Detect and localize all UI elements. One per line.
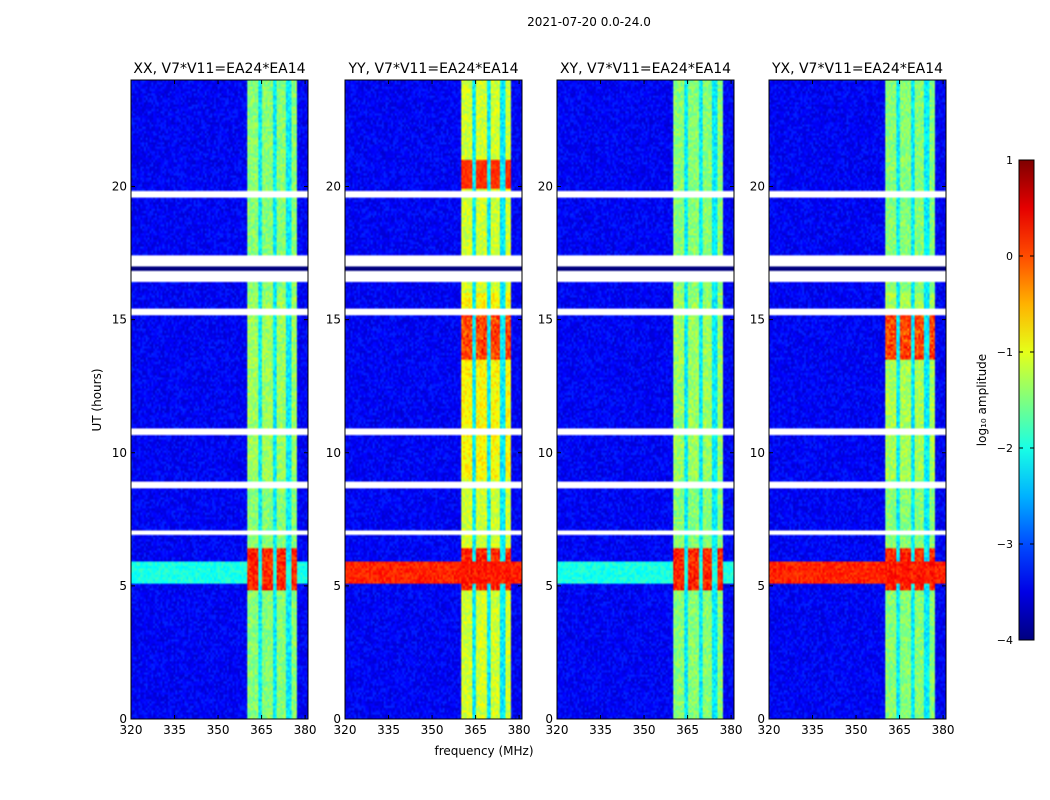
x-tick-label: 335 xyxy=(589,723,612,737)
y-tick-label: 5 xyxy=(333,579,341,593)
x-tick-label: 350 xyxy=(633,723,656,737)
x-tick-label: 365 xyxy=(888,723,911,737)
x-tick-label: 320 xyxy=(334,723,357,737)
panel-title-yx: YX, V7*V11=EA24*EA14 xyxy=(771,61,943,77)
x-tick-label: 350 xyxy=(207,723,230,737)
y-tick-label: 20 xyxy=(538,180,553,194)
x-tick-label: 320 xyxy=(758,723,781,737)
colorbar-tick-label: −4 xyxy=(997,634,1013,647)
panel-title-xx: XX, V7*V11=EA24*EA14 xyxy=(133,61,305,77)
y-tick-label: 20 xyxy=(750,180,765,194)
x-tick-label: 365 xyxy=(250,723,273,737)
panel-title-xy: XY, V7*V11=EA24*EA14 xyxy=(560,61,731,77)
x-tick-label: 350 xyxy=(421,723,444,737)
y-tick-label: 0 xyxy=(545,712,553,726)
y-tick-label: 5 xyxy=(545,579,553,593)
x-tick-label: 365 xyxy=(464,723,487,737)
y-tick-label: 0 xyxy=(333,712,341,726)
x-tick-label: 380 xyxy=(720,723,743,737)
colorbar-tick-label: −2 xyxy=(997,442,1013,455)
y-tick-label: 10 xyxy=(326,446,341,460)
colorbar-tick-label: 1 xyxy=(1006,154,1013,167)
panel-yy: YY, V7*V11=EA24*EA14 320 335 350 365 380 0 5 10 1… xyxy=(326,61,531,737)
panels-group: XX, V7*V11=EA24*EA14 320 335 350 365 380 0 5 10 1… xyxy=(112,61,955,737)
colorbar-tick-label: 0 xyxy=(1006,250,1013,263)
heatmap-xy xyxy=(557,80,734,719)
figure-title: 2021-07-20 0.0-24.0 xyxy=(527,15,651,29)
y-tick-label: 5 xyxy=(757,579,765,593)
y-tick-label: 0 xyxy=(119,712,127,726)
panel-frame xyxy=(130,79,309,720)
y-tick-label: 10 xyxy=(750,446,765,460)
heatmap-xx xyxy=(131,80,308,719)
colorbar-label: log₁₀ amplitude xyxy=(975,354,989,446)
panel-frame xyxy=(768,79,947,720)
x-tick-label: 335 xyxy=(801,723,824,737)
x-tick-label: 320 xyxy=(546,723,569,737)
panel-xx: XX, V7*V11=EA24*EA14 320 335 350 365 380 0 5 10 1… xyxy=(112,61,317,737)
y-tick-label: 20 xyxy=(112,180,127,194)
x-tick-label: 380 xyxy=(932,723,955,737)
x-axis-label: frequency (MHz) xyxy=(434,744,533,758)
colorbar-gradient xyxy=(1018,159,1035,641)
panel-frame xyxy=(344,79,523,720)
y-tick-label: 20 xyxy=(326,180,341,194)
panel-frame xyxy=(556,79,735,720)
y-tick-label: 0 xyxy=(757,712,765,726)
x-tick-label: 335 xyxy=(377,723,400,737)
panel-title-yy: YY, V7*V11=EA24*EA14 xyxy=(347,61,518,77)
panel-xy: XY, V7*V11=EA24*EA14 320 335 350 365 380 0 5 10 1… xyxy=(538,61,743,737)
heatmap-yx xyxy=(769,80,946,719)
x-tick-label: 320 xyxy=(120,723,143,737)
y-tick-label: 5 xyxy=(119,579,127,593)
y-tick-label: 10 xyxy=(112,446,127,460)
colorbar: 1 0 −1 −2 −3 −4 xyxy=(997,154,1035,647)
colorbar-tick-label: −3 xyxy=(997,538,1013,551)
x-tick-label: 365 xyxy=(676,723,699,737)
y-tick-label: 15 xyxy=(326,313,341,327)
x-tick-label: 380 xyxy=(294,723,317,737)
y-tick-label: 15 xyxy=(538,313,553,327)
x-tick-label: 380 xyxy=(508,723,531,737)
heatmap-yy xyxy=(345,80,522,719)
panel-yx: YX, V7*V11=EA24*EA14 320 335 350 365 380 0 5 10 1… xyxy=(750,61,955,737)
y-tick-label: 15 xyxy=(750,313,765,327)
y-tick-label: 15 xyxy=(112,313,127,327)
colorbar-tick-label: −1 xyxy=(997,346,1013,359)
y-axis-label: UT (hours) xyxy=(90,368,104,431)
y-tick-label: 10 xyxy=(538,446,553,460)
x-tick-label: 350 xyxy=(845,723,868,737)
x-tick-label: 335 xyxy=(163,723,186,737)
